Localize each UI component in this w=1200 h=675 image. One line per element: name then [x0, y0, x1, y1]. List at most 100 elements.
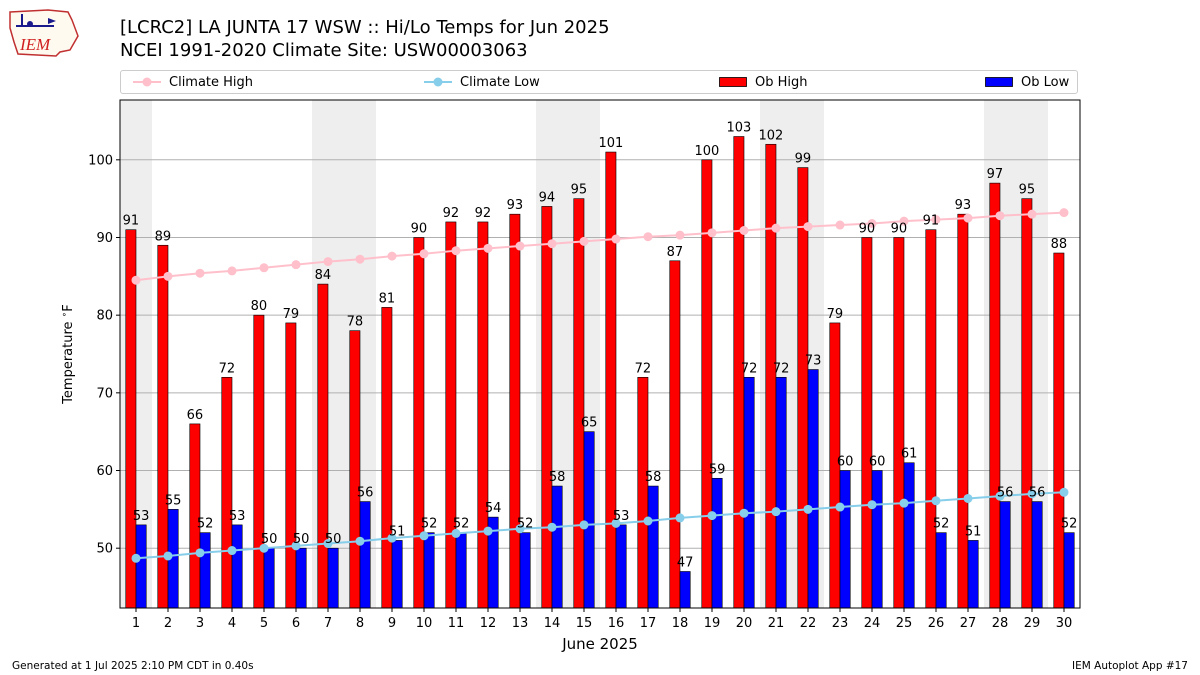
- ob-low-label-day-27: 51: [965, 524, 982, 539]
- ob-high-label-day-18: 87: [667, 245, 684, 260]
- ob-low-bar-day-27: [967, 540, 979, 609]
- ob-high-bar-day-24: [861, 237, 873, 609]
- ob-low-label-day-5: 50: [261, 532, 278, 547]
- x-tick-label-19: 19: [704, 616, 721, 631]
- x-tick-label-18: 18: [672, 616, 689, 631]
- x-tick-label-16: 16: [608, 616, 625, 631]
- ob-high-label-day-22: 99: [795, 152, 812, 167]
- ob-low-label-day-8: 56: [357, 486, 374, 501]
- climate-high-point-day-17: [643, 232, 653, 242]
- climate-low-point-day-28: [995, 491, 1005, 501]
- ob-high-label-day-20: 103: [726, 121, 751, 136]
- ob-high-label-day-10: 90: [411, 221, 428, 236]
- ob-low-label-day-7: 50: [325, 532, 342, 547]
- ob-high-bar-day-5: [253, 314, 265, 609]
- ob-low-bar-day-16: [615, 524, 627, 609]
- climate-high-point-day-10: [419, 249, 429, 259]
- climate-low-point-day-25: [899, 498, 909, 508]
- ob-low-label-day-2: 55: [165, 493, 182, 508]
- legend-ob-high: Ob High: [719, 71, 808, 93]
- climate-low-point-day-20: [739, 508, 749, 518]
- ob-high-label-day-12: 92: [475, 206, 492, 221]
- ob-high-bar-day-30: [1053, 252, 1065, 609]
- x-tick-label-9: 9: [388, 616, 396, 631]
- climate-high-point-day-1: [131, 275, 141, 285]
- climate-high-point-day-30: [1059, 208, 1069, 218]
- y-tick-label-60: 60: [96, 464, 113, 479]
- climate-low-point-day-22: [803, 504, 813, 514]
- climate-high-point-day-25: [899, 216, 909, 226]
- ob-high-label-day-25: 90: [891, 221, 908, 236]
- app-label: IEM Autoplot App #17: [1072, 660, 1188, 672]
- ob-low-bar-day-4: [231, 524, 243, 609]
- ob-high-label-day-8: 78: [347, 315, 364, 330]
- ob-high-label-day-29: 95: [1019, 183, 1036, 198]
- ob-low-label-day-11: 52: [453, 517, 470, 532]
- y-tick-label-70: 70: [96, 386, 113, 401]
- ob-low-bar-swatch: [985, 77, 1013, 87]
- legend-climate-low: Climate Low: [424, 71, 540, 93]
- x-tick-label-11: 11: [448, 616, 465, 631]
- climate-low-point-day-8: [355, 536, 365, 546]
- ob-low-bar-day-5: [263, 547, 275, 609]
- climate-low-point-day-14: [547, 522, 557, 532]
- x-tick-label-28: 28: [992, 616, 1009, 631]
- climate-low-point-day-9: [387, 533, 397, 543]
- ob-high-bar-day-7: [317, 283, 329, 609]
- x-tick-label-30: 30: [1056, 616, 1073, 631]
- ob-low-label-day-19: 59: [709, 462, 726, 477]
- x-tick-label-23: 23: [832, 616, 849, 631]
- climate-high-point-day-9: [387, 251, 397, 261]
- x-tick-label-14: 14: [544, 616, 561, 631]
- x-tick-label-15: 15: [576, 616, 593, 631]
- x-tick-label-12: 12: [480, 616, 497, 631]
- ob-low-bar-day-19: [711, 477, 723, 609]
- ob-low-bar-day-14: [551, 485, 563, 609]
- ob-high-label-day-24: 90: [859, 221, 876, 236]
- x-tick-label-27: 27: [960, 616, 977, 631]
- x-tick-label-6: 6: [292, 616, 300, 631]
- ob-high-label-day-11: 92: [443, 206, 460, 221]
- ob-high-bar-day-4: [221, 377, 233, 609]
- legend-label-ob-low: Ob Low: [1021, 74, 1070, 90]
- ob-low-label-day-13: 52: [517, 517, 534, 532]
- x-tick-label-3: 3: [196, 616, 204, 631]
- ob-low-bar-day-29: [1031, 501, 1043, 609]
- ob-high-bar-day-16: [605, 151, 617, 609]
- ob-low-label-day-29: 56: [1029, 486, 1046, 501]
- ob-high-bar-day-9: [381, 307, 393, 609]
- plot-frame: [119, 99, 1081, 609]
- climate-high-point-day-7: [323, 257, 333, 267]
- legend-label-climate-low: Climate Low: [460, 74, 540, 90]
- climate-high-point-day-20: [739, 225, 749, 235]
- ob-high-label-day-21: 102: [758, 128, 783, 143]
- x-tick-label-8: 8: [356, 616, 364, 631]
- generated-timestamp: Generated at 1 Jul 2025 2:10 PM CDT in 0…: [12, 660, 254, 672]
- ob-high-bar-day-14: [541, 206, 553, 609]
- ob-low-label-day-9: 51: [389, 524, 406, 539]
- climate-high-point-day-28: [995, 211, 1005, 221]
- climate-high-line: [135, 211, 1065, 282]
- ob-high-bar-day-15: [573, 198, 585, 609]
- climate-high-point-day-5: [259, 263, 269, 273]
- climate-high-point-day-29: [1027, 209, 1037, 219]
- ob-high-bar-day-8: [349, 330, 361, 609]
- ob-low-bar-day-21: [775, 377, 787, 609]
- x-tick-label-22: 22: [800, 616, 817, 631]
- climate-low-point-day-23: [835, 502, 845, 512]
- legend-ob-low: Ob Low: [985, 71, 1069, 93]
- climate-high-point-day-22: [803, 222, 813, 232]
- ob-low-label-day-1: 53: [133, 509, 150, 524]
- ob-low-bar-day-18: [679, 571, 691, 609]
- legend-climate-high: Climate High: [133, 71, 253, 93]
- ob-low-bar-day-15: [583, 431, 595, 609]
- climate-high-line-swatch: [133, 77, 161, 87]
- ob-high-label-day-30: 88: [1051, 237, 1068, 252]
- climate-high-point-day-15: [579, 236, 589, 246]
- ob-low-label-day-15: 65: [581, 416, 598, 431]
- ob-low-label-day-28: 56: [997, 486, 1014, 501]
- ob-high-label-day-3: 66: [187, 408, 204, 423]
- climate-high-point-day-6: [291, 260, 301, 270]
- ob-low-bar-day-13: [519, 532, 531, 609]
- legend-label-climate-high: Climate High: [169, 74, 254, 90]
